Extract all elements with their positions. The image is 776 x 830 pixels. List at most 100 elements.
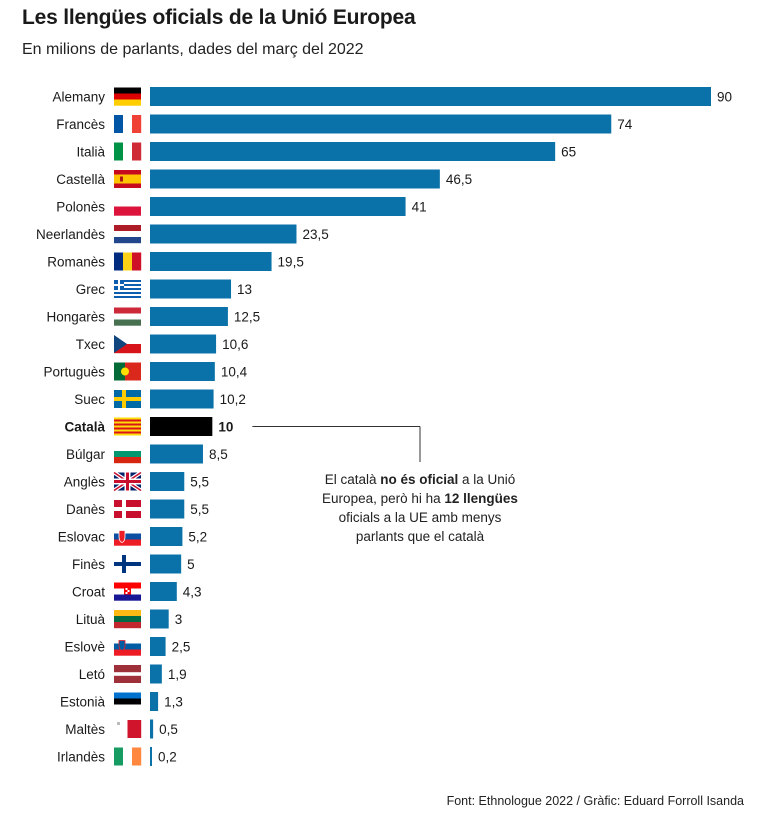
bar (150, 527, 183, 546)
bar (150, 582, 177, 601)
category-label: Romanès (47, 255, 105, 270)
category-label: Polonès (56, 200, 105, 215)
netherlands-flag-icon (114, 225, 141, 244)
value-label: 19,5 (278, 255, 304, 270)
value-label: 23,5 (302, 227, 328, 242)
bar (150, 252, 272, 271)
spain-flag-icon (114, 170, 141, 188)
category-label: Francès (56, 117, 105, 132)
category-label: Croat (72, 585, 105, 600)
value-label: 8,5 (209, 447, 228, 462)
chart-title: Les llengües oficials de la Unió Europea (22, 6, 416, 29)
bar (150, 334, 217, 354)
slovakia-flag-icon (114, 527, 141, 546)
bar (150, 389, 214, 409)
croatia-flag-icon (114, 582, 141, 601)
category-label: Castellà (56, 172, 105, 187)
category-label: Txec (76, 337, 106, 352)
bar (150, 719, 154, 739)
category-label: Letó (79, 667, 105, 682)
bar (150, 197, 406, 216)
category-label: Eslovac (58, 530, 106, 545)
hungary-flag-icon (114, 307, 141, 326)
bar (150, 87, 711, 106)
lithuania-flag-icon (114, 610, 141, 629)
annotation-bold-1: no és oficial (380, 472, 459, 487)
value-label: 0,5 (159, 722, 178, 737)
bar (150, 279, 232, 299)
bulgaria-flag-icon (114, 445, 141, 464)
sweden-flag-icon (114, 390, 141, 408)
value-label: 5,2 (188, 530, 207, 545)
romania-flag-icon (114, 252, 142, 271)
annotation-text-3: oficials a la UE amb menys parlants que … (338, 510, 502, 544)
bar (150, 142, 556, 161)
annotation-text-1: El català (324, 472, 381, 487)
value-label: 1,3 (164, 695, 183, 710)
value-label: 3 (175, 612, 183, 627)
category-label: Italià (76, 145, 105, 160)
source-note: Font: Ethnologue 2022 / Gràfic: Eduard F… (446, 794, 744, 808)
catalan-annotation: El català no és oficial a la Unió Europe… (318, 470, 522, 546)
value-label: 5,5 (190, 475, 209, 490)
annotation-text-2: a la Unió Europea, però hi ha (322, 472, 516, 506)
category-label: Català (64, 420, 105, 435)
value-label: 10,6 (222, 337, 248, 352)
value-label: 10 (218, 420, 233, 435)
category-label: Anglès (64, 475, 106, 490)
value-label: 13 (237, 282, 252, 297)
czechia-flag-icon (114, 335, 141, 354)
poland-flag-icon (114, 197, 141, 216)
italy-flag-icon (114, 142, 142, 161)
category-label: Finès (72, 557, 105, 572)
ireland-flag-icon (114, 747, 142, 766)
finland-flag-icon (114, 555, 141, 573)
value-label: 65 (561, 145, 576, 160)
category-label: Estonià (60, 695, 106, 710)
value-label: 12,5 (234, 310, 260, 325)
bar (150, 224, 297, 244)
value-label: 5,5 (190, 502, 209, 517)
bar (150, 609, 169, 629)
uk-flag-icon (112, 470, 143, 493)
bar (150, 554, 182, 574)
malta-flag-icon (114, 720, 142, 738)
portugal-flag-icon (114, 362, 141, 381)
estonia-flag-icon (114, 692, 141, 711)
bar (150, 747, 152, 766)
catalonia-flag-icon (114, 417, 141, 436)
germany-flag-icon (114, 87, 141, 106)
bar (150, 472, 185, 491)
category-label: Eslovè (64, 640, 105, 655)
slovenia-flag-icon (114, 637, 141, 656)
greece-flag-icon (114, 280, 141, 298)
category-label: Alemany (52, 90, 105, 105)
value-label: 74 (617, 117, 633, 132)
category-label: Hongarès (46, 310, 105, 325)
denmark-flag-icon (114, 500, 141, 518)
category-label: Lituà (76, 612, 106, 627)
category-label: Maltès (65, 722, 105, 737)
value-label: 4,3 (183, 585, 202, 600)
value-label: 41 (412, 200, 427, 215)
france-flag-icon (114, 115, 142, 133)
value-label: 0,2 (158, 750, 177, 765)
bar (150, 692, 159, 711)
category-label: Neerlandès (36, 227, 105, 242)
bar (150, 307, 228, 326)
category-label: Búlgar (66, 447, 106, 462)
chart-subtitle: En milions de parlants, dades del març d… (22, 41, 364, 58)
bar (150, 499, 185, 519)
bar-chart: Alemany 90 Francès 74 Italià 65 Castellà 46,5 Po… (36, 87, 732, 766)
annotation-bold-2: 12 llengües (444, 491, 518, 506)
value-label: 2,5 (172, 640, 191, 655)
bar (150, 362, 215, 381)
category-label: Grec (76, 282, 106, 297)
value-label: 1,9 (168, 667, 187, 682)
latvia-flag-icon (114, 665, 141, 683)
category-label: Irlandès (57, 750, 105, 765)
category-label: Portuguès (43, 365, 105, 380)
bar (150, 444, 203, 464)
value-label: 46,5 (446, 172, 472, 187)
category-label: Suec (74, 392, 105, 407)
